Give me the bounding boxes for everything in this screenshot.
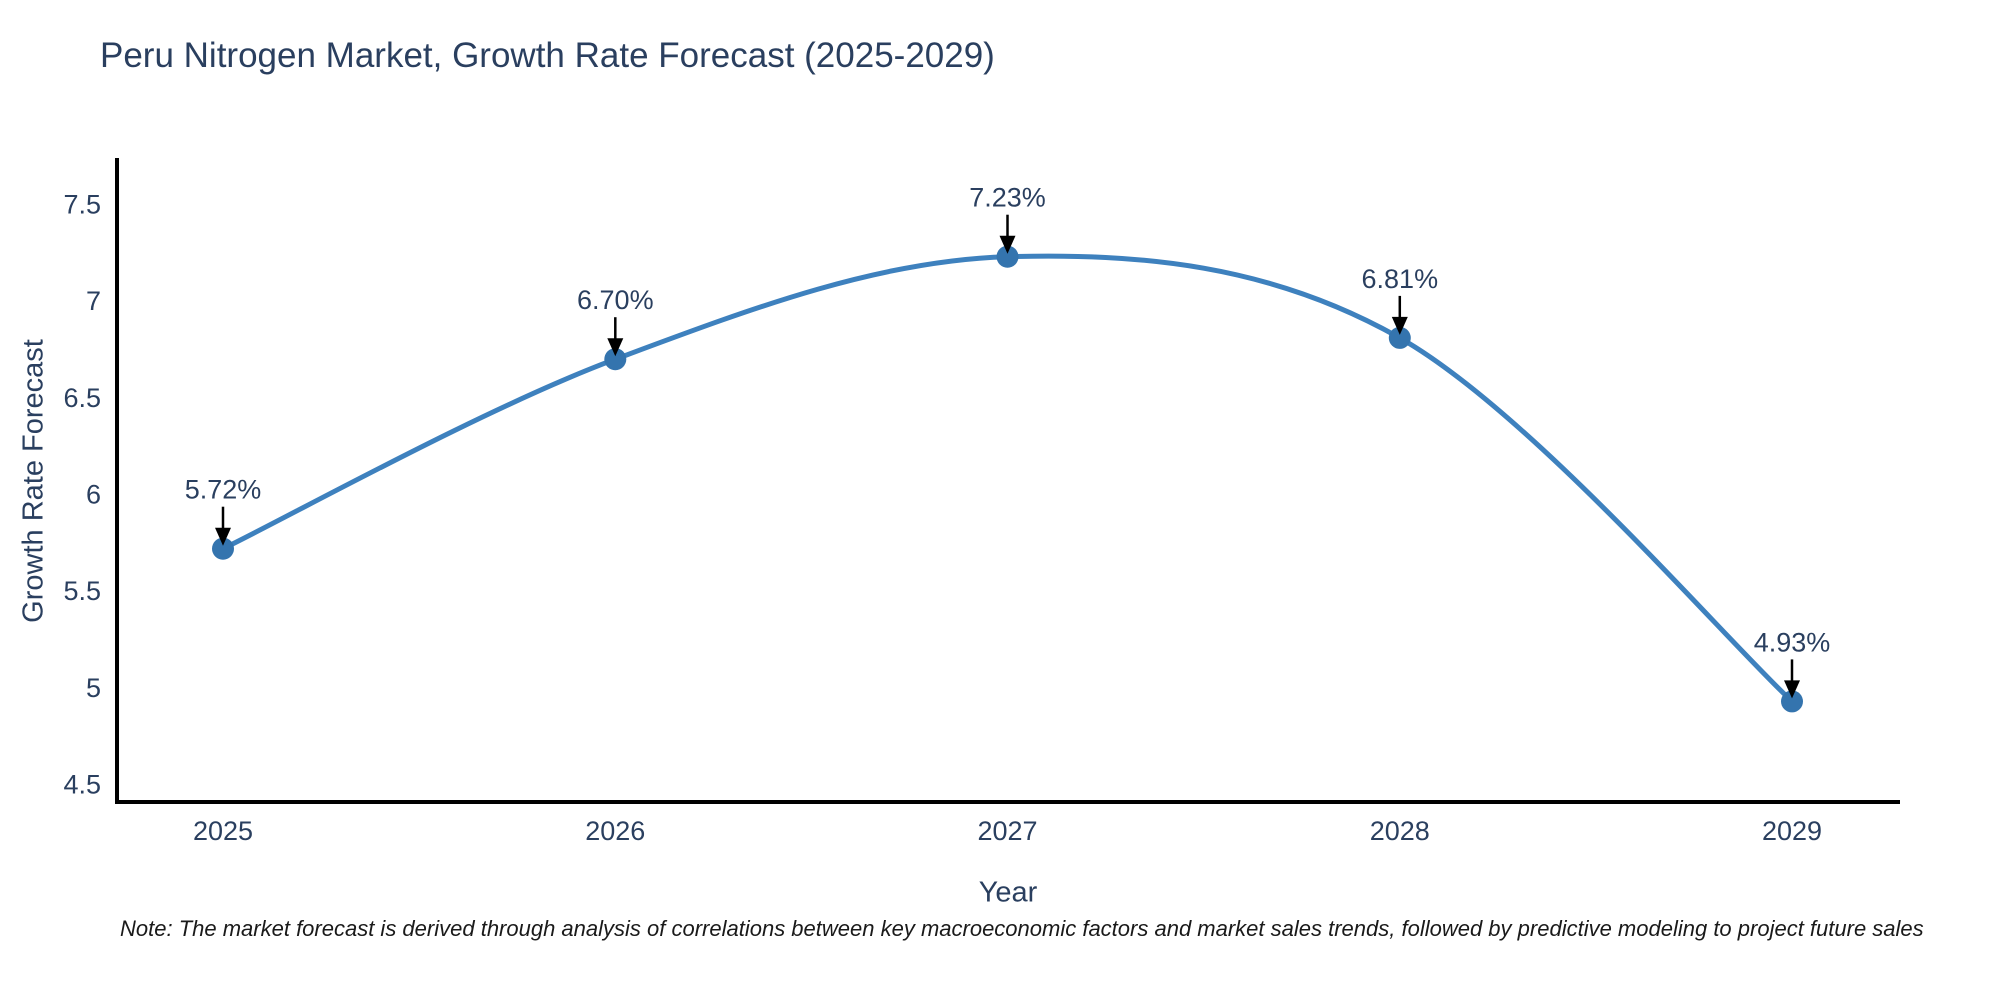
x-tick-label-2029: 2029 bbox=[1762, 816, 1822, 846]
y-tick-label-6: 6 bbox=[86, 480, 101, 510]
x-tick-label-2028: 2028 bbox=[1370, 816, 1430, 846]
y-tick-label-5.5: 5.5 bbox=[63, 576, 101, 606]
y-tick-label-4.5: 4.5 bbox=[63, 770, 101, 800]
y-tick-label-5: 5 bbox=[86, 673, 101, 703]
y-tick-label-7.5: 7.5 bbox=[63, 190, 101, 220]
x-tick-label-2026: 2026 bbox=[585, 816, 645, 846]
chart-title: Peru Nitrogen Market, Growth Rate Foreca… bbox=[100, 36, 995, 75]
annotation-arrowhead-icon bbox=[1784, 680, 1800, 699]
data-point-value-label: 5.72% bbox=[185, 475, 262, 505]
data-point-marker-2028 bbox=[1388, 326, 1411, 349]
y-tick-label-6.5: 6.5 bbox=[63, 383, 101, 413]
x-tick-label-2025: 2025 bbox=[193, 816, 253, 846]
axes-lines bbox=[115, 158, 1900, 804]
data-point-marker-2027 bbox=[996, 245, 1019, 268]
y-tick-label-7: 7 bbox=[86, 286, 101, 316]
data-point-value-label: 7.23% bbox=[969, 183, 1046, 213]
annotation-arrowhead-icon bbox=[1391, 316, 1408, 335]
data-point-value-label: 6.81% bbox=[1362, 264, 1439, 294]
data-point-value-label: 4.93% bbox=[1754, 627, 1831, 657]
data-point-marker-2029 bbox=[1781, 690, 1803, 713]
annotation-arrowhead-icon bbox=[607, 338, 624, 357]
footnote: Note: The market forecast is derived thr… bbox=[120, 916, 1924, 941]
data-point-marker-2025 bbox=[212, 537, 234, 560]
annotation-arrowhead-icon bbox=[215, 527, 231, 546]
forecast-spline-line bbox=[221, 253, 1794, 704]
x-axis-title: Year bbox=[978, 876, 1038, 909]
data-point-marker-2026 bbox=[604, 348, 627, 371]
x-tick-label-2027: 2027 bbox=[977, 816, 1037, 846]
annotation-arrowhead-icon bbox=[999, 235, 1016, 254]
data-point-value-label: 6.70% bbox=[577, 285, 654, 315]
